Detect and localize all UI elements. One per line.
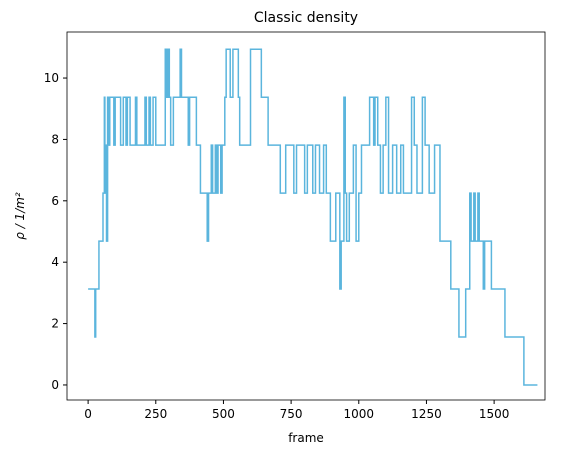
y-tick-label: 6 [51,194,59,208]
y-tick-label: 8 [51,132,59,146]
x-tick-label: 1500 [479,407,510,421]
chart-title: Classic density [254,10,358,26]
x-tick-label: 500 [212,407,235,421]
plot-frame [66,31,546,401]
x-tick-label: 750 [280,407,303,421]
y-tick-label: 0 [51,378,59,392]
y-tick-label: 10 [44,71,59,85]
x-tick-label: 0 [84,407,92,421]
y-tick-label: 2 [51,317,59,331]
density-line [88,48,538,386]
x-tick-label: 250 [144,407,167,421]
x-tick-label: 1250 [411,407,442,421]
y-tick-label: 4 [51,255,59,269]
x-tick-label: 1000 [344,407,375,421]
x-axis-label: frame [288,431,324,445]
y-axis-label: ρ / 1/m² [13,192,27,240]
